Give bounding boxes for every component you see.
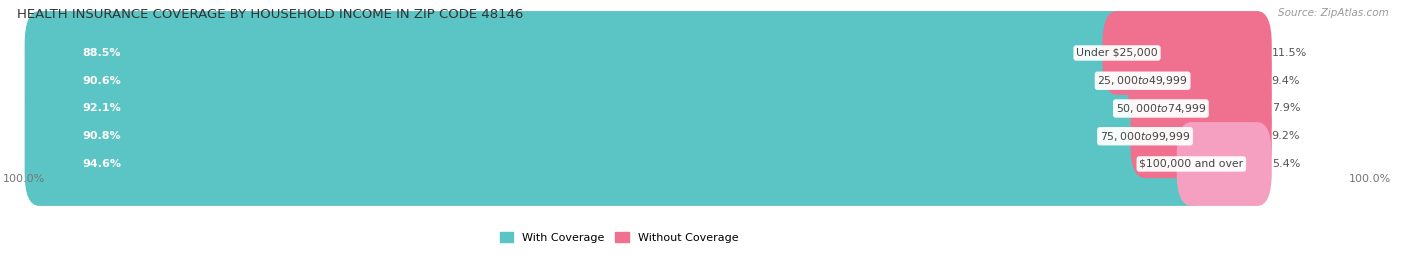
Text: $100,000 and over: $100,000 and over	[1139, 159, 1243, 169]
Text: 11.5%: 11.5%	[1271, 48, 1308, 58]
FancyBboxPatch shape	[1130, 94, 1271, 178]
Text: 5.4%: 5.4%	[1271, 159, 1301, 169]
FancyBboxPatch shape	[25, 39, 1271, 123]
Text: 88.5%: 88.5%	[82, 48, 121, 58]
FancyBboxPatch shape	[25, 67, 1271, 150]
FancyBboxPatch shape	[25, 94, 1160, 178]
Text: HEALTH INSURANCE COVERAGE BY HOUSEHOLD INCOME IN ZIP CODE 48146: HEALTH INSURANCE COVERAGE BY HOUSEHOLD I…	[17, 8, 523, 21]
FancyBboxPatch shape	[25, 122, 1271, 206]
FancyBboxPatch shape	[25, 11, 1271, 95]
Text: 9.4%: 9.4%	[1271, 76, 1301, 86]
Text: 90.8%: 90.8%	[82, 131, 121, 141]
Text: 94.6%: 94.6%	[82, 159, 121, 169]
FancyBboxPatch shape	[25, 122, 1206, 206]
FancyBboxPatch shape	[1102, 11, 1271, 95]
Text: $50,000 to $74,999: $50,000 to $74,999	[1116, 102, 1206, 115]
Text: 92.1%: 92.1%	[82, 104, 121, 114]
FancyBboxPatch shape	[1177, 122, 1271, 206]
Text: Source: ZipAtlas.com: Source: ZipAtlas.com	[1278, 8, 1389, 18]
FancyBboxPatch shape	[25, 67, 1175, 150]
Text: 7.9%: 7.9%	[1271, 104, 1301, 114]
Text: 9.2%: 9.2%	[1271, 131, 1301, 141]
FancyBboxPatch shape	[1128, 39, 1271, 123]
Text: 90.6%: 90.6%	[82, 76, 121, 86]
Text: $25,000 to $49,999: $25,000 to $49,999	[1098, 74, 1188, 87]
FancyBboxPatch shape	[25, 11, 1132, 95]
Text: 100.0%: 100.0%	[1348, 174, 1391, 184]
Text: 100.0%: 100.0%	[3, 174, 45, 184]
FancyBboxPatch shape	[25, 39, 1157, 123]
Legend: With Coverage, Without Coverage: With Coverage, Without Coverage	[499, 232, 738, 243]
FancyBboxPatch shape	[25, 94, 1271, 178]
Text: $75,000 to $99,999: $75,000 to $99,999	[1099, 130, 1191, 143]
Text: Under $25,000: Under $25,000	[1076, 48, 1159, 58]
FancyBboxPatch shape	[1146, 67, 1271, 150]
